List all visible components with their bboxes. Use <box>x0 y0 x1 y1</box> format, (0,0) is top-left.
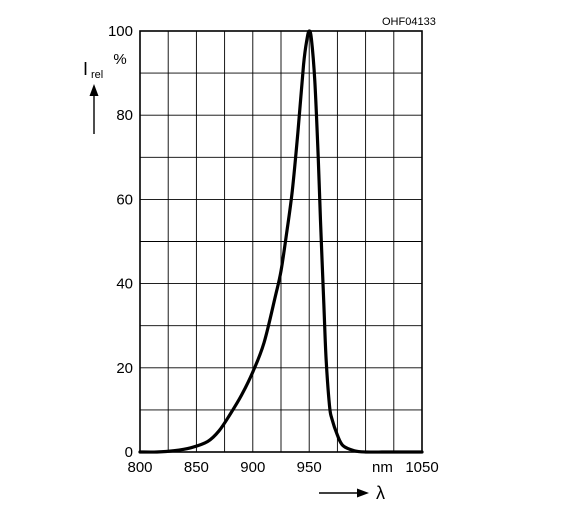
y-tick-label: 20 <box>116 360 133 377</box>
x-axis-label: λ <box>376 483 385 503</box>
plot-frame <box>139 30 423 453</box>
y-tick-labels: 0 20 40 60 80 100 <box>108 23 133 461</box>
grid <box>140 31 422 452</box>
y-tick-label: 40 <box>116 276 133 293</box>
x-tick-label: 950 <box>297 459 322 476</box>
x-axis-arrow <box>319 488 369 498</box>
x-unit-label: nm <box>372 459 393 476</box>
x-tick-label: 800 <box>127 459 152 476</box>
y-axis-symbol: I <box>83 59 88 79</box>
series-line <box>138 29 424 454</box>
y-axis-label: I rel <box>83 59 103 81</box>
y-tick-label: 100 <box>108 23 133 40</box>
y-unit-label: % <box>113 51 126 68</box>
y-tick-label: 80 <box>116 107 133 124</box>
x-tick-label: 850 <box>184 459 209 476</box>
x-tick-labels: 800 850 900 950 1050 <box>127 459 438 476</box>
y-axis-arrow <box>89 84 99 134</box>
y-tick-label: 60 <box>116 191 133 208</box>
y-tick-label: 0 <box>125 444 133 461</box>
figure-code: OHF04133 <box>382 16 436 28</box>
x-tick-label: 1050 <box>405 459 438 476</box>
x-tick-label: 900 <box>240 459 265 476</box>
y-axis-subscript: rel <box>91 69 103 81</box>
